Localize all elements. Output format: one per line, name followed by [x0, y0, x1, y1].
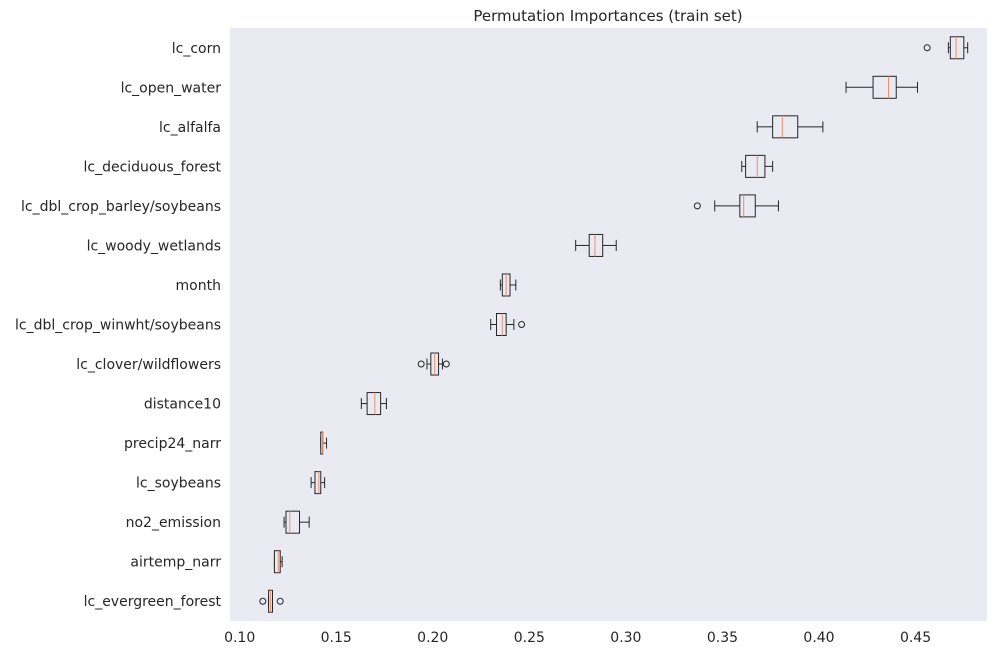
box-group — [499, 273, 517, 297]
box-group — [320, 431, 328, 455]
iqr-box — [495, 313, 507, 336]
category-label: lc_soybeans — [136, 476, 221, 492]
category-label: precip24_narr — [124, 436, 221, 452]
iqr-box — [314, 471, 322, 495]
box-group — [741, 154, 774, 178]
box-group — [360, 392, 387, 416]
x-tick-label: 0.10 — [224, 630, 255, 646]
box-group — [417, 352, 450, 376]
category-label: lc_evergreen_forest — [84, 594, 222, 610]
box-group — [490, 313, 526, 336]
flier-point — [259, 597, 267, 605]
x-tick-label: 0.15 — [321, 630, 352, 646]
iqr-box — [745, 154, 766, 178]
category-label: airtemp_narr — [130, 555, 221, 571]
flier-point — [276, 597, 284, 605]
iqr-box — [872, 75, 897, 99]
category-label: lc_corn — [172, 41, 221, 57]
category-labels: lc_corn lc_open_water lc_alfalfa lc_deciduo… — [15, 41, 221, 610]
boxes — [259, 36, 969, 613]
box-group — [693, 194, 779, 218]
box-group — [310, 471, 326, 495]
box-group — [756, 115, 824, 139]
category-label: lc_alfalfa — [159, 120, 221, 136]
iqr-box — [273, 550, 281, 574]
chart-title: Permutation Importances (train set) — [473, 7, 742, 25]
box-group — [923, 36, 969, 60]
iqr-box — [588, 233, 604, 257]
x-tick-label: 0.40 — [803, 630, 834, 646]
box-group — [575, 233, 617, 257]
category-label: lc_dbl_crop_barley/soybeans — [21, 199, 221, 215]
iqr-box — [285, 510, 301, 534]
category-label: lc_woody_wetlands — [87, 238, 221, 254]
iqr-box — [949, 36, 965, 60]
iqr-box — [366, 392, 382, 416]
iqr-box — [772, 115, 799, 139]
x-axis-ticks: 0.10 0.15 0.20 0.25 0.30 0.35 0.40 0.45 — [224, 630, 931, 646]
category-label: no2_emission — [126, 515, 221, 531]
category-label: lc_clover/wildflowers — [76, 357, 221, 373]
flier-point — [417, 360, 425, 368]
category-label: lc_dbl_crop_winwht/soybeans — [15, 318, 221, 334]
category-label: distance10 — [144, 397, 221, 413]
x-tick-label: 0.35 — [707, 630, 738, 646]
box-group — [273, 550, 283, 574]
x-tick-label: 0.20 — [417, 630, 448, 646]
flier-point — [442, 360, 450, 368]
plot-area — [230, 28, 987, 621]
flier-point — [693, 202, 701, 210]
category-label: lc_deciduous_forest — [83, 159, 221, 175]
x-tick-label: 0.25 — [514, 630, 545, 646]
category-label: month — [176, 278, 221, 294]
box-group — [259, 589, 284, 613]
iqr-box — [739, 194, 756, 218]
category-label: lc_open_water — [121, 80, 222, 96]
flier-point — [518, 321, 526, 328]
x-tick-label: 0.45 — [900, 630, 931, 646]
box-group — [845, 75, 918, 99]
x-tick-label: 0.30 — [610, 630, 641, 646]
flier-point — [923, 44, 931, 52]
box-group — [283, 510, 310, 534]
